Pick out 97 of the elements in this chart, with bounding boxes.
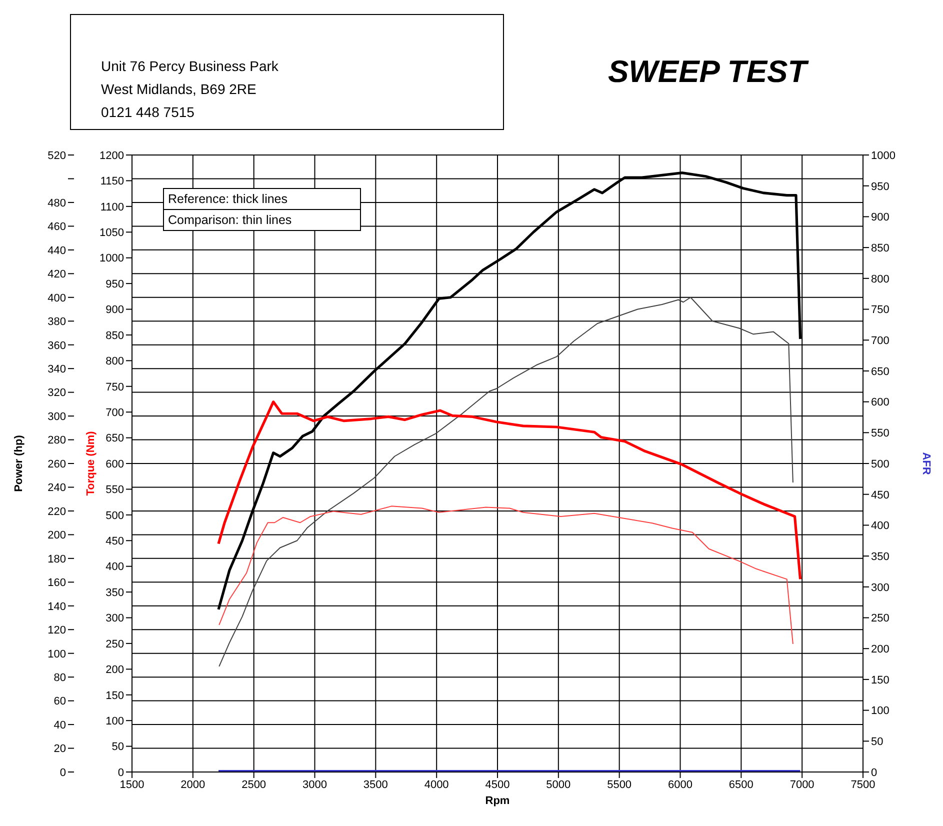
y2-tick-label: 1100 [100,201,124,214]
y-tick-label: 80 [54,672,66,684]
y2-tick-label: 1200 [100,150,124,162]
x-tick-label: 4000 [424,778,449,791]
note-box: Reference: thick lines Comparison: thin lines [163,188,361,231]
y-tick-label: 220 [48,506,66,518]
y3-tick-label: 650 [871,366,890,378]
y2-tick-label: 950 [106,278,124,290]
y-tick-label: 20 [54,743,66,756]
y-tick-label: 240 [48,482,66,494]
y-tick-label: 520 [48,150,66,162]
x-tick-label: 6000 [668,778,692,791]
annotation: Reference: thick lines [167,191,289,208]
y2-tick-label: 100 [106,715,124,728]
y2-tick-label: 250 [106,638,124,650]
x-tick-label: 2500 [242,778,266,791]
y3-tick-label: 350 [871,550,890,563]
y2-tick-label: 700 [106,406,124,419]
y-tick-label: 260 [48,458,66,470]
y2-tick-label: 900 [106,304,124,316]
y-tick-label: 40 [54,719,66,732]
y3-tick-label: 750 [871,304,890,316]
y3-tick-label: 200 [871,644,890,656]
y2-tick-label: 500 [106,510,124,522]
y-tick-label: 120 [48,624,66,637]
y2-tick-label: 1050 [100,227,124,240]
x-tick-label: 3500 [363,778,388,791]
x-tick-label: 4500 [485,778,510,791]
y-tick-label: 0 [60,766,66,779]
y3-tick-label: 400 [871,520,890,532]
y2-tick-label: 600 [106,458,124,470]
y3-tick-label: 300 [871,582,890,594]
y-tick-label: 200 [48,530,66,542]
y-tick-label: 300 [48,410,66,423]
y3-axis-title: AFR [920,452,932,475]
y2-tick-label: 650 [106,432,124,445]
y3-tick-label: 150 [871,674,890,686]
y-tick-label: 480 [48,197,66,210]
line-series [217,400,802,580]
y-tick-label: 460 [48,221,66,234]
y3-tick-label: 50 [871,736,884,748]
header-box: Unit 76 Percy Business Park West Midlands, B69 2RE 0121 448 7515 [70,14,504,130]
y2-tick-label: 200 [106,664,124,676]
y3-tick-label: 550 [871,428,890,440]
annotation: Comparison: thin lines [164,209,360,230]
y3-tick-label: 800 [871,273,890,286]
y-axis-title: Power (hp) [12,434,25,492]
y-tick-label: 280 [48,434,66,447]
y-tick-label: 420 [48,268,66,281]
y2-tick-label: 550 [106,484,124,496]
y-tick-label: 140 [48,600,66,613]
y-tick-label: 100 [48,648,66,660]
y-tick-label: 400 [48,292,66,304]
y2-tick-label: 400 [106,561,124,574]
y-tick-label: 320 [48,387,66,400]
y3-tick-label: 1000 [871,150,896,162]
y2-tick-label: 350 [106,586,124,599]
y3-tick-label: 700 [871,335,890,348]
y2-tick-label: 750 [106,381,124,394]
x-tick-label: 2000 [180,778,206,791]
y3-tick-label: 500 [871,458,890,470]
y-tick-label: 180 [48,553,66,566]
y3-tick-label: 0 [871,766,878,779]
y-tick-label: 60 [54,696,66,708]
x-tick-label: 5500 [607,778,632,791]
y3-tick-label: 450 [871,489,890,502]
y2-tick-label: 300 [106,612,124,625]
x-tick-label: 3000 [302,778,327,791]
y3-tick-label: 850 [871,242,890,254]
y3-tick-label: 900 [871,212,890,224]
y3-tick-label: 950 [871,180,890,193]
y2-tick-label: 800 [106,356,124,368]
y2-tick-label: 1000 [100,252,124,265]
y2-tick-label: 1150 [100,176,124,188]
y-tick-label: 340 [48,363,66,376]
x-tick-label: 5000 [546,778,571,791]
chart-title: SWEEP TEST [608,54,807,90]
line-series [218,506,794,644]
y2-axis-title: Torque (Nm) [84,430,97,496]
y2-tick-label: 450 [106,536,124,548]
y2-tick-label: 150 [106,690,124,702]
y2-tick-label: 850 [106,330,124,342]
y2-tick-label: 0 [118,766,124,779]
line-series [218,296,794,667]
y-tick-label: 360 [48,340,66,352]
y3-tick-label: 100 [871,705,890,718]
x-tick-label: 1500 [120,778,144,791]
x-tick-label: 6500 [728,778,754,791]
y-tick-label: 160 [48,577,66,590]
x-tick-label: 7500 [850,778,876,791]
y-tick-label: 440 [48,244,66,257]
x-axis-title: Rpm [485,795,510,807]
x-tick-label: 7000 [790,778,814,791]
y2-tick-label: 50 [112,741,124,754]
y3-tick-label: 250 [871,612,890,625]
y3-tick-label: 600 [871,396,890,409]
y-tick-label: 380 [48,316,66,328]
